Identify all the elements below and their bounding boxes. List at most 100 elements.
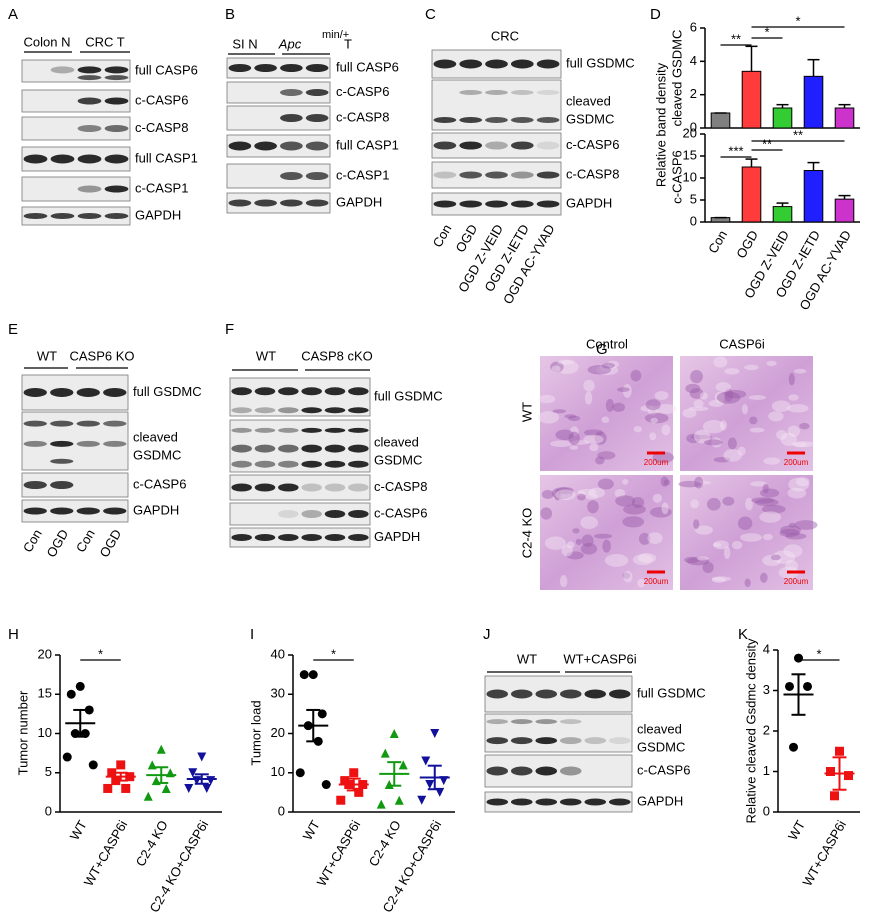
blot-band [76,440,100,447]
blot-band [254,534,276,541]
blot-band [324,427,346,433]
data-point [835,746,844,756]
blot-band [348,510,369,518]
blot-band [348,407,369,414]
data-point [88,760,98,770]
blot-band [459,200,483,208]
tissue-texture [722,496,735,506]
row-label: WT [519,402,534,422]
data-point [794,653,803,663]
tissue-texture [741,404,748,415]
panel-letter: G [596,341,608,358]
data-point [376,799,386,809]
lane-label: OGD [44,527,72,560]
row-label: GSDMC [133,447,181,462]
tissue-texture [645,399,661,411]
tissue-texture [580,516,599,529]
tissue-texture [564,414,577,419]
tissue-texture [754,498,779,507]
blot-band [231,407,252,414]
panel-letter: E [8,321,18,338]
tissue-texture [776,429,788,440]
data-point [803,681,812,691]
blot-band [536,90,560,95]
row-label: full CASP6 [336,59,399,74]
blot-band [50,213,75,219]
bar [803,170,824,223]
panel-letter: D [650,6,661,23]
tissue-texture [583,434,604,444]
blot-band [510,171,534,179]
row-label: GAPDH [135,207,181,222]
tissue-texture [601,416,610,423]
blot-band [324,510,346,518]
tissue-texture [566,541,575,549]
tissue-texture [711,437,722,448]
tissue-texture [541,489,554,499]
tissue-texture [607,360,620,369]
blot-band [301,427,322,433]
y-tick-label: 15 [38,686,52,701]
tissue-texture [550,440,573,448]
tissue-texture [796,477,810,487]
lane-label: Con [430,222,455,250]
y-tick-label: 1 [763,763,770,778]
y-tick-label: 10 [271,764,285,779]
tissue-texture [652,493,663,503]
tissue-texture [780,525,801,536]
blot-band [433,117,457,123]
data-point [826,767,835,776]
panel-letter: A [8,6,18,23]
blot-band [301,460,322,468]
blot-band [459,90,483,95]
lane-group-label: SI N [232,36,257,51]
tissue-texture [623,504,646,515]
data-point [336,795,346,805]
tissue-texture [713,540,729,550]
y-tick-label: 20 [38,646,52,661]
tissue-texture [771,400,791,412]
tissue-texture [585,493,599,500]
tissue-texture [551,365,561,373]
data-point [299,670,309,680]
tissue-texture [600,362,612,372]
lane-label: OGD [97,527,125,560]
tissue-texture [612,402,626,412]
tissue-texture [759,511,782,523]
blot-band [254,387,276,396]
blot-strip [229,377,371,417]
blot-band [348,444,369,453]
blot-band [608,798,631,806]
tissue-texture [706,497,721,511]
row-label: c-CASP6 [637,762,690,777]
blot-strip [21,89,131,113]
tissue-texture [593,533,613,539]
blot-band [486,719,509,725]
blot-band [510,737,533,745]
tissue-texture [759,488,780,498]
lane-group-label: CASP6 KO [69,348,134,363]
blot-strip [229,527,371,548]
tissue-texture [699,392,708,400]
tissue-texture [575,538,582,546]
tissue-texture [783,544,803,558]
tissue-texture [647,405,659,416]
blot-band [433,171,457,179]
blot-band [278,444,299,453]
data-point [384,780,394,790]
tissue-texture [762,533,773,541]
blot-strip [21,499,129,523]
data-point [354,787,364,797]
column-label: Control [586,336,628,351]
blot-band [231,427,252,433]
x-tick-label: WT+CASP6i [81,818,131,889]
blot-band [535,798,558,806]
data-point [785,681,794,691]
y-axis-label: Relative cleaved Gsdmc density [743,638,758,823]
tissue-texture [622,478,629,485]
lane-group-label: CRC [491,28,519,43]
tissue-texture [589,443,599,452]
blot-band [280,64,303,72]
tissue-texture [690,480,712,485]
